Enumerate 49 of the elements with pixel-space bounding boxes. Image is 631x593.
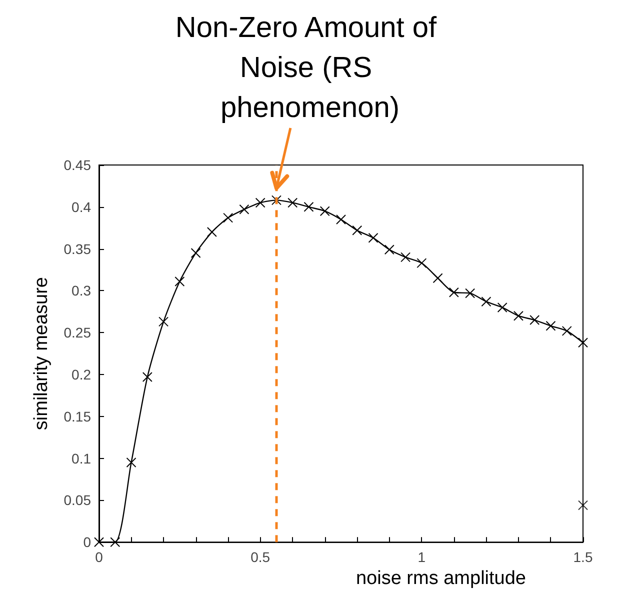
point [304,202,314,212]
point [110,537,120,548]
point [578,338,588,348]
y-tick-label: 0.4 [72,198,92,215]
x-tick-label: 0.5 [250,549,270,566]
x-tick-label: 0 [95,549,104,566]
point [255,198,266,208]
point [513,310,524,321]
point [94,537,104,548]
point [530,315,540,326]
point [400,252,411,262]
point [416,258,427,268]
y-tick-label: 0.05 [64,492,92,508]
point [465,288,476,298]
x-axis-title: noise rms amplitude [356,568,526,589]
y-tick-label: 0.25 [64,324,92,341]
point [288,198,298,208]
point [126,457,136,468]
point [174,276,185,286]
point [448,287,459,298]
point [432,273,443,284]
point [239,204,250,214]
y-tick-label: 0.15 [64,408,92,424]
y-tick-label: 0.3 [72,282,92,299]
point [352,225,362,236]
point [384,244,394,255]
y-axis-title: similarity measure [31,277,52,430]
point [190,248,201,258]
point [223,212,234,223]
point [578,500,588,510]
y-tick-label: 0.2 [72,366,92,382]
y-tick-label: 0.1 [72,450,92,466]
point [142,372,152,382]
y-tick-label: 0 [83,534,92,550]
point [158,316,169,327]
point [481,296,492,307]
point [271,195,282,206]
x-tick-label: 1 [418,549,426,566]
x-tick-label: 1.5 [573,549,593,566]
y-tick-label: 0.35 [64,240,92,257]
point [336,214,346,224]
point [497,302,508,312]
point [562,326,572,336]
point [368,232,378,243]
y-tick-label: 0.45 [64,157,92,173]
point [320,206,330,216]
point [206,227,217,238]
point [546,320,556,331]
annotation: Non-Zero Amount of Noise (RS phenomenon) [175,12,445,124]
